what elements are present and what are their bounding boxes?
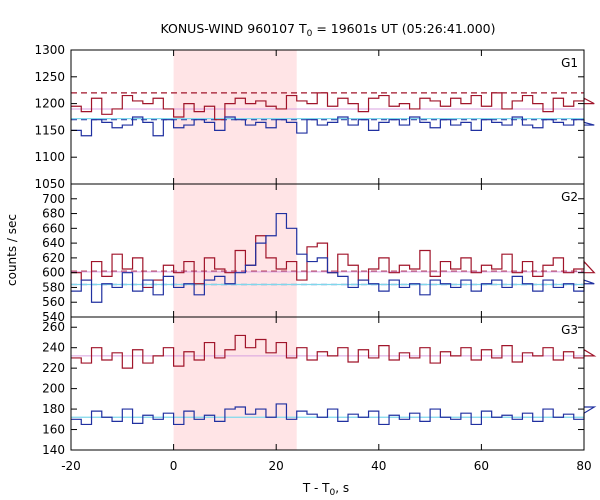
x-axis-label: T - T0, s bbox=[302, 481, 349, 498]
step-series-red bbox=[71, 334, 597, 369]
data-layer bbox=[71, 92, 597, 426]
y-tick-label: 1150 bbox=[34, 123, 65, 137]
y-tick-label: 680 bbox=[42, 207, 65, 221]
y-tick-label: 1250 bbox=[34, 70, 65, 84]
y-tick-label: 540 bbox=[42, 310, 65, 324]
y-tick-label: 600 bbox=[42, 266, 65, 280]
y-axis-label: counts / sec bbox=[5, 214, 19, 286]
y-tick-label: 240 bbox=[42, 341, 65, 355]
y-tick-label: 160 bbox=[42, 423, 65, 437]
y-tick-label: 640 bbox=[42, 236, 65, 250]
x-tick-label: 0 bbox=[170, 459, 178, 473]
y-tick-label: 560 bbox=[42, 295, 65, 309]
x-tick-label: 40 bbox=[371, 459, 386, 473]
panel-label-g2: G2 bbox=[561, 190, 578, 204]
panel-label-g3: G3 bbox=[561, 323, 578, 337]
x-tick-label: 20 bbox=[269, 459, 284, 473]
x-tick-label: 60 bbox=[474, 459, 489, 473]
y-tick-label: 620 bbox=[42, 251, 65, 265]
y-tick-label: 700 bbox=[42, 192, 65, 206]
y-tick-label: 1200 bbox=[34, 97, 65, 111]
y-tick-label: 1300 bbox=[34, 43, 65, 57]
y-tick-label: 180 bbox=[42, 402, 65, 416]
step-series-blue bbox=[71, 403, 597, 426]
x-tick-label: 80 bbox=[576, 459, 591, 473]
panel-frame-g1 bbox=[70, 49, 585, 185]
x-tick-label: -20 bbox=[61, 459, 81, 473]
y-tick-label: 200 bbox=[42, 382, 65, 396]
panel-frame-g3 bbox=[70, 316, 585, 451]
y-tick-label: 260 bbox=[42, 320, 65, 334]
y-tick-label: 660 bbox=[42, 221, 65, 235]
y-tick-label: 220 bbox=[42, 361, 65, 375]
panel-label-g1: G1 bbox=[561, 56, 578, 70]
chart-title: KONUS-WIND 960107 T0 = 19601s UT (05:26:… bbox=[160, 21, 495, 39]
y-tick-label: 1050 bbox=[34, 177, 65, 191]
axes-layer: 105011001150120012501300G154056058060062… bbox=[34, 43, 591, 473]
y-tick-label: 140 bbox=[42, 443, 65, 457]
y-tick-label: 1100 bbox=[34, 150, 65, 164]
step-series-blue bbox=[71, 212, 595, 303]
step-series-blue bbox=[71, 116, 595, 137]
y-tick-label: 580 bbox=[42, 280, 65, 294]
step-series-red bbox=[71, 92, 595, 121]
